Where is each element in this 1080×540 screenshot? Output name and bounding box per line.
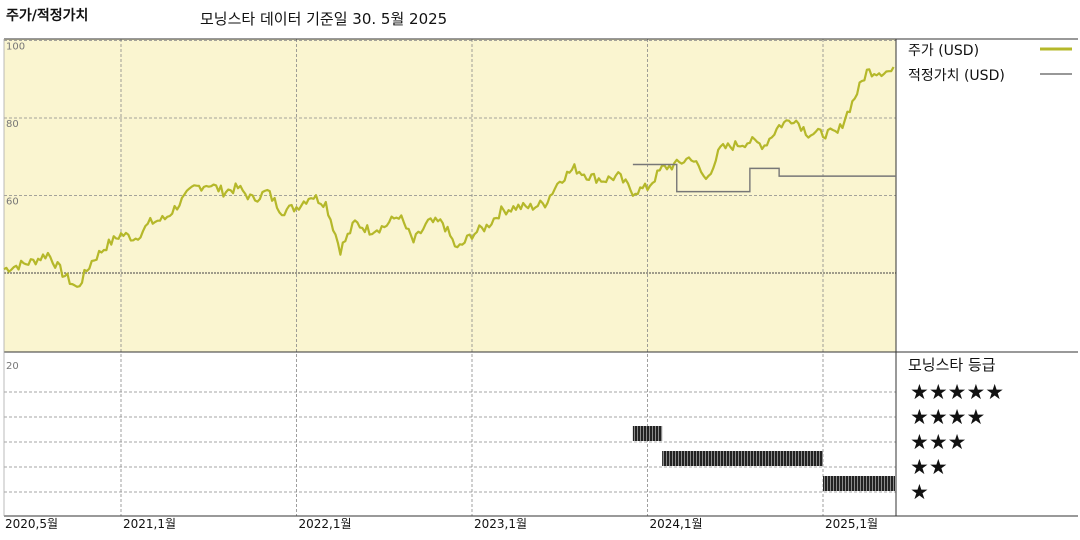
y-tick-label: 80 (6, 119, 19, 130)
legend-fair-value-label: 적정가치 (USD) (908, 68, 1005, 84)
legend-rating-stars: ★★★★★ (910, 380, 1004, 404)
chart-subtitle: 모닝스타 데이터 기준일 30. 5월 2025 (200, 10, 448, 28)
rating-bar-fill (823, 476, 895, 491)
x-tick-label: 2020,5월 (5, 517, 58, 531)
y-tick-label: 100 (6, 42, 25, 53)
x-tick-label: 2025,1월 (825, 517, 878, 531)
price-series-line (3, 66, 895, 288)
rating-bar-3-star (632, 426, 663, 441)
x-tick-label: 2021,1월 (123, 517, 176, 531)
fair-value-series-line (632, 163, 896, 193)
y-tick-label: 20 (6, 361, 19, 372)
legend-rating-stars: ★★★★ (910, 405, 985, 429)
x-tick-label: 2024,1월 (650, 517, 703, 531)
x-tick-label: 2022,1월 (299, 517, 352, 531)
x-tick-label: 2023,1월 (474, 517, 527, 531)
chart-title: 주가/적정가치 (6, 8, 89, 24)
rating-panel-background (4, 352, 896, 516)
legend-rating-stars: ★ (910, 480, 929, 504)
rating-bar-1-star (823, 476, 895, 491)
legend-rating-stars: ★★ (910, 455, 948, 479)
y-tick-label: 60 (6, 197, 19, 208)
legend-rating-stars: ★★★ (910, 430, 966, 454)
legend-price-label: 주가 (USD) (908, 43, 979, 59)
rating-bar-2-star (662, 451, 823, 466)
legend-rating-title: 모닝스타 등급 (908, 356, 996, 374)
